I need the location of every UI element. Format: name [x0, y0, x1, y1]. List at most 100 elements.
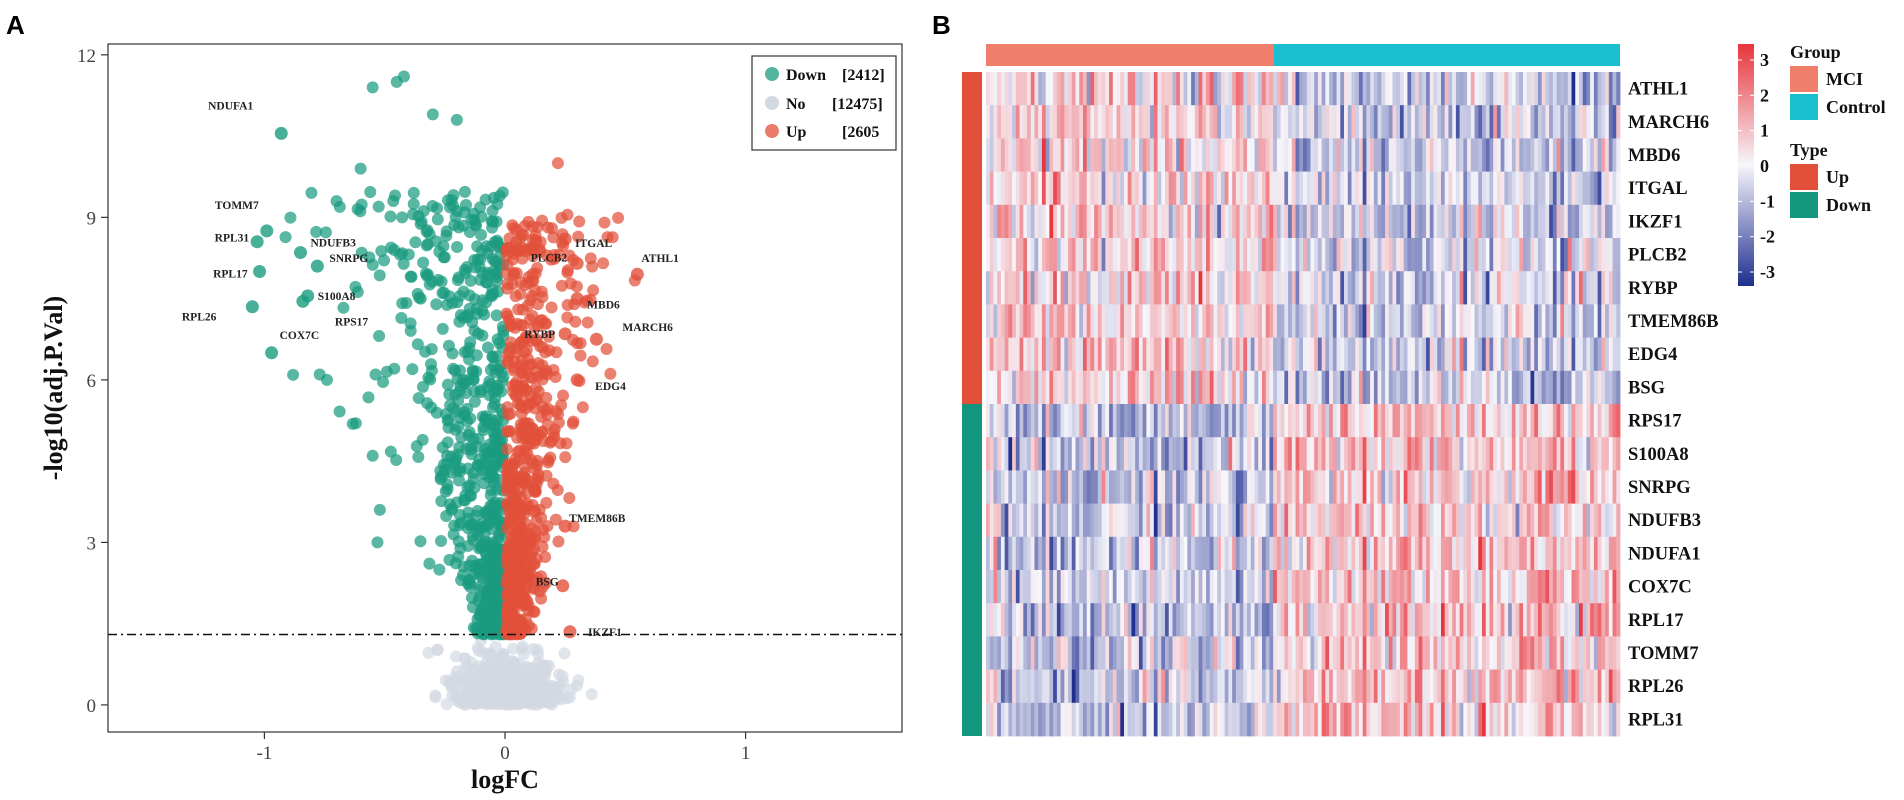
heatmap-cell — [1407, 138, 1412, 172]
heatmap-cell — [1019, 470, 1024, 504]
heatmap-cell — [1530, 105, 1535, 139]
heatmap-cell — [1440, 105, 1446, 139]
heatmap-cell — [1399, 138, 1405, 172]
heatmap-cell — [1176, 204, 1181, 239]
heatmap-cell — [1123, 636, 1129, 670]
heatmap-cell — [1261, 603, 1267, 637]
x-axis-title: logFC — [471, 765, 539, 794]
legend-marker-no — [765, 96, 779, 110]
heatmap-cell — [1523, 603, 1528, 637]
gene-label-rpl26: RPL26 — [182, 312, 217, 324]
heatmap-cell — [1340, 271, 1345, 305]
heatmap-cell — [1455, 304, 1461, 338]
heatmap-cell — [1523, 570, 1528, 604]
heatmap-cell — [1429, 238, 1434, 272]
heatmap-cell — [1273, 470, 1278, 504]
heatmap-cell — [1101, 404, 1106, 438]
heatmap-cell — [1079, 437, 1084, 471]
heatmap-cell — [1515, 503, 1520, 538]
heatmap-cell — [1478, 138, 1483, 172]
heatmap-cell — [1377, 171, 1382, 206]
point-up — [570, 280, 583, 293]
heatmap-cell — [1593, 171, 1599, 206]
heatmap-cell — [1560, 603, 1565, 637]
heatmap-cell — [1273, 570, 1278, 604]
heatmap-cell — [1317, 636, 1323, 670]
heatmap-cell — [1399, 271, 1405, 305]
heatmap-cell — [1012, 503, 1017, 538]
heatmap-cell — [1284, 603, 1289, 637]
heatmap-cell — [1597, 404, 1602, 438]
heatmap-cell — [1534, 72, 1539, 106]
heatmap-cell — [1478, 404, 1483, 438]
heatmap-cell — [1235, 636, 1240, 670]
heatmap-cell — [1306, 304, 1311, 338]
heatmap-cell — [1228, 171, 1233, 206]
heatmap-cell — [1109, 570, 1114, 604]
heatmap-cell — [1370, 636, 1375, 670]
heatmap-cell — [1109, 503, 1114, 538]
heatmap-cell — [1567, 72, 1572, 106]
heatmap-cell — [1362, 570, 1367, 604]
heatmap-cell — [1060, 437, 1065, 471]
heatmap-cell — [1340, 570, 1345, 604]
heatmap-cell — [1206, 304, 1211, 338]
heatmap-cell — [1019, 570, 1024, 604]
heatmap-cell — [1105, 570, 1110, 604]
heatmap-cell — [1191, 271, 1196, 305]
heatmap-cell — [1250, 72, 1255, 106]
heatmap-cell — [1086, 603, 1091, 637]
heatmap-cell — [1433, 138, 1438, 172]
heatmap-cell — [986, 570, 991, 604]
heatmap-cell — [1452, 536, 1457, 571]
heatmap-cell — [1515, 105, 1520, 139]
heatmap-cell — [1392, 171, 1397, 206]
heatmap-cell — [1127, 470, 1132, 504]
heatmap-cell — [1612, 370, 1617, 405]
heatmap-cell — [1198, 171, 1203, 206]
heatmap-cell — [1232, 105, 1237, 139]
heatmap-cell — [1027, 105, 1032, 139]
heatmap-cell — [1366, 636, 1371, 670]
heatmap-cell — [1381, 370, 1386, 405]
heatmap-cell — [1030, 536, 1035, 571]
heatmap-cell — [1597, 337, 1602, 372]
heatmap-cell — [1239, 171, 1244, 206]
heatmap-cell — [1202, 636, 1207, 670]
heatmap-cell — [1340, 503, 1345, 538]
heatmap-cell — [1127, 238, 1132, 272]
heatmap-cell — [1489, 304, 1494, 338]
heatmap-cell — [1109, 636, 1114, 670]
heatmap-cell — [1049, 238, 1054, 272]
point-down — [406, 363, 419, 376]
heatmap-cell — [1556, 370, 1561, 405]
heatmap-cell — [1172, 105, 1177, 139]
heatmap-cell — [1590, 536, 1595, 571]
point-down — [448, 519, 461, 532]
heatmap-cell — [1616, 171, 1621, 206]
heatmap-cell — [1444, 503, 1449, 538]
point-down — [489, 431, 502, 444]
heatmap-cell — [1388, 503, 1393, 538]
heatmap-cell — [1012, 570, 1017, 604]
heatmap-cell — [1127, 370, 1132, 405]
heatmap-cell — [1452, 636, 1457, 670]
heatmap-cell — [1329, 570, 1334, 604]
heatmap-cell — [1381, 105, 1386, 139]
heatmap-cell — [1560, 204, 1565, 239]
heatmap-cell — [1556, 404, 1561, 438]
legend-item-no: No [12475] — [765, 96, 883, 113]
heatmap-cell — [1105, 437, 1110, 471]
heatmap-cell — [1027, 404, 1032, 438]
point-down — [457, 285, 470, 298]
heatmap-cell — [1250, 238, 1255, 272]
heatmap-cell — [1433, 204, 1438, 239]
heatmap-cell — [1295, 171, 1300, 206]
heatmap-cell — [1112, 204, 1117, 239]
heatmap-cell — [1157, 404, 1162, 438]
heatmap-cell — [1444, 470, 1449, 504]
legend-label-down: Down — [786, 67, 826, 84]
heatmap-cell — [1187, 636, 1192, 670]
gene-label-rybp: RYBP — [524, 329, 555, 341]
heatmap-cell — [1347, 570, 1352, 604]
